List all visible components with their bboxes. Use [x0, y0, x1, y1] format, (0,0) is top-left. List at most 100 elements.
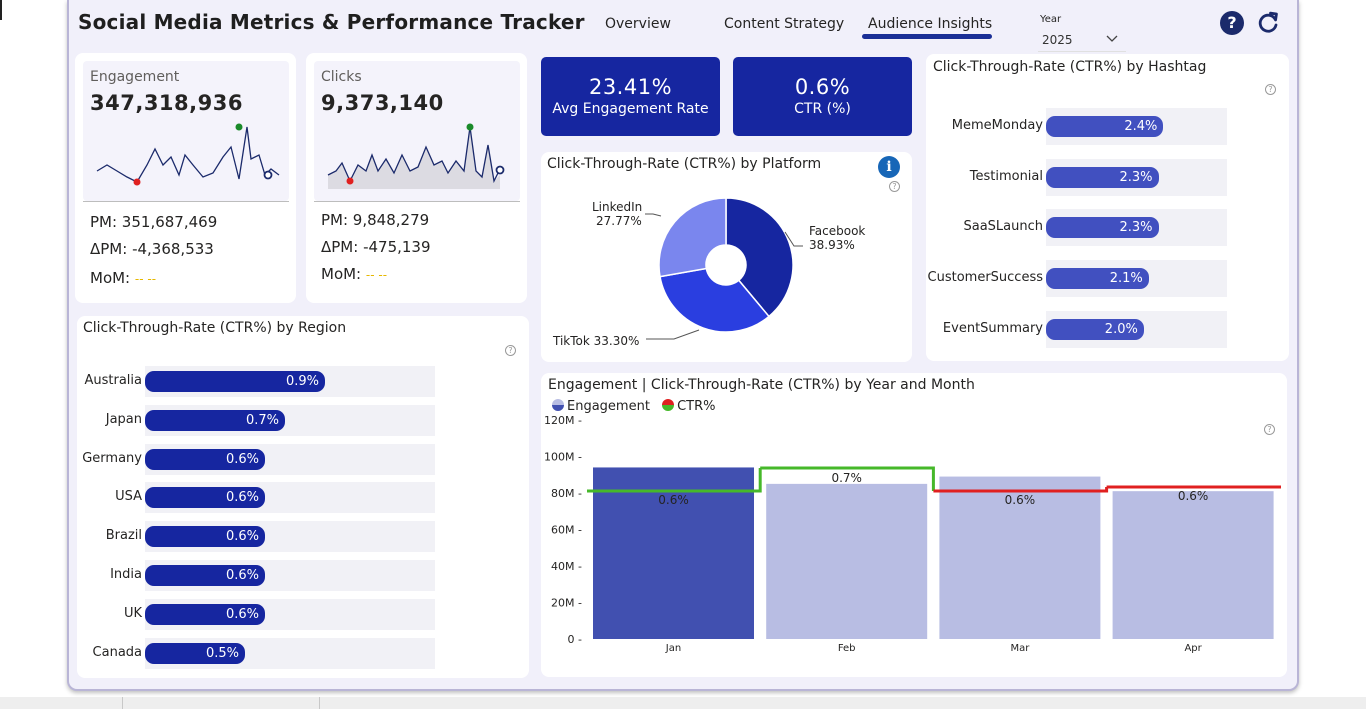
engagement-divider	[83, 201, 289, 202]
y-tick-label: 120M -	[544, 414, 582, 427]
engagement-delta-pm: ΔPM: -4,368,533	[90, 240, 214, 258]
clicks-mom-value: -- --	[365, 268, 388, 282]
tab-content-strategy[interactable]: Content Strategy	[724, 16, 845, 32]
year-filter-label: Year	[1040, 14, 1062, 25]
bottom-page-bar	[0, 697, 1366, 709]
pie-slice-tiktok[interactable]	[659, 267, 770, 333]
ctr-card: 0.6% CTR (%)	[733, 57, 912, 136]
hashtag-help-icon[interactable]: ?	[1265, 84, 1276, 95]
hashtag-label: SaaSLaunch	[963, 219, 1043, 235]
hashtag-label: MemeMonday	[951, 118, 1043, 133]
region-bar[interactable]: 0.6%	[145, 487, 265, 509]
engagement-legend-icon	[552, 399, 564, 411]
x-tick-label: Jan	[665, 643, 681, 654]
hashtag-label: CustomerSuccess	[927, 270, 1043, 286]
region-bar[interactable]: 0.6%	[145, 526, 265, 548]
region-bar[interactable]: 0.7%	[145, 409, 285, 431]
hashtag-chart-card	[926, 54, 1289, 361]
region-label: Australia	[84, 373, 142, 388]
hashtag-bar[interactable]: 2.1%	[1046, 268, 1149, 290]
year-filter-select[interactable]: 2025	[1038, 30, 1126, 52]
hashtag-bar[interactable]: 2.3%	[1046, 166, 1159, 188]
clicks-pm: PM: 9,848,279	[321, 211, 430, 229]
hashtag-bar[interactable]: 2.4%	[1046, 116, 1164, 137]
engagement-bar[interactable]	[593, 467, 754, 639]
facebook-label: Facebook	[809, 224, 865, 238]
tiktok-leader-line	[646, 329, 700, 340]
active-tab-indicator	[862, 34, 992, 39]
linkedin-label: LinkedIn	[592, 200, 642, 214]
clicks-value: 9,373,140	[321, 91, 444, 115]
engagement-kpi-background	[83, 61, 289, 201]
combo-help-icon[interactable]: ?	[1264, 424, 1275, 435]
ctr-label: CTR (%)	[794, 101, 851, 117]
region-label: Brazil	[105, 528, 142, 544]
region-bar[interactable]: 0.5%	[145, 642, 245, 664]
region-chart-title: Click-Through-Rate (CTR%) by Region	[83, 320, 347, 336]
engagement-bar[interactable]	[1112, 491, 1274, 639]
tiktok-label: TikTok 33.30%	[552, 334, 639, 348]
legend-engagement-label: Engagement	[567, 399, 650, 414]
question-circle-icon[interactable]: ?	[1220, 11, 1244, 35]
engagement-kpi-card: Engagement 347,318,936 PM: 351,687,469 Δ…	[75, 53, 296, 303]
combo-legend: Engagement CTR%	[552, 399, 715, 414]
engagement-bar[interactable]	[939, 476, 1101, 639]
page-title: Social Media Metrics & Performance Track…	[78, 10, 585, 34]
engagement-bar[interactable]	[766, 483, 928, 639]
clicks-mom-label: MoM:	[321, 265, 362, 283]
tab-audience-insights[interactable]: Audience Insights	[868, 16, 993, 32]
ctr-line-segment[interactable]	[587, 468, 762, 493]
x-tick-label: Apr	[1184, 643, 1202, 654]
region-bar[interactable]: 0.9%	[145, 371, 325, 392]
pie-slice-linkedin[interactable]	[658, 197, 727, 278]
platform-help-icon[interactable]: ?	[889, 181, 900, 192]
tab-overview[interactable]: Overview	[605, 16, 671, 32]
y-tick-label: 40M -	[551, 560, 582, 573]
y-tick-label: 100M -	[544, 451, 582, 464]
region-label: Japan	[105, 411, 142, 427]
linkedin-value-label: 27.77%	[596, 214, 642, 228]
ctr-data-label: 0.6%	[1005, 493, 1036, 507]
ctr-value: 0.6%	[794, 75, 851, 99]
y-tick-label: 0 -	[568, 633, 582, 646]
engagement-value: 347,318,936	[90, 91, 243, 115]
y-tick-label: 60M -	[551, 524, 582, 537]
ctr-legend-icon	[662, 399, 675, 411]
page-bar-separator	[319, 697, 320, 709]
engagement-mom: MoM: -- --	[90, 269, 156, 287]
avg-engagement-rate-label: Avg Engagement Rate	[552, 101, 709, 117]
y-tick-label: 80M -	[551, 487, 582, 500]
engagement-pm: PM: 351,687,469	[90, 213, 218, 231]
clicks-delta-pm: ΔPM: -475,139	[321, 238, 431, 256]
hashtag-bar[interactable]: 2.0%	[1046, 318, 1144, 340]
region-help-icon[interactable]: ?	[505, 345, 516, 356]
avg-engagement-rate-card: 23.41% Avg Engagement Rate	[541, 57, 720, 136]
page-bar-separator	[122, 697, 123, 709]
hashtag-label: Testimonial	[969, 168, 1043, 184]
clicks-kpi-card: Clicks 9,373,140 PM: 9,848,279 ΔPM: -475…	[306, 53, 527, 303]
ctr-data-label: 0.6%	[658, 493, 689, 507]
region-label: USA	[115, 489, 142, 505]
region-bar[interactable]: 0.6%	[145, 565, 265, 586]
region-label: Canada	[92, 644, 142, 660]
year-filter-value: 2025	[1042, 33, 1073, 47]
pie-slice-facebook[interactable]	[725, 197, 794, 318]
info-icon[interactable]: i	[878, 156, 900, 178]
region-bar[interactable]: 0.6%	[145, 603, 265, 625]
facebook-value-label: 38.93%	[809, 238, 855, 252]
combo-chart: 0 - 20M - 40M - 60M - 80M - 100M - 120M - Jan Fe…	[544, 414, 1281, 654]
hashtag-bar[interactable]: 2.3%	[1046, 217, 1159, 239]
linkedin-leader-line	[645, 213, 662, 217]
engagement-sparkline	[96, 123, 280, 186]
clicks-sparkline	[327, 123, 505, 189]
region-bar[interactable]: 0.6%	[145, 448, 265, 470]
platform-chart-title: Click-Through-Rate (CTR%) by Platform	[547, 156, 822, 172]
avg-engagement-rate-value: 23.41%	[588, 75, 673, 99]
ctr-line-segment[interactable]	[760, 466, 935, 491]
refresh-icon[interactable]	[1256, 11, 1280, 35]
region-label: UK	[123, 605, 142, 621]
legend-ctr-label: CTR%	[677, 399, 716, 414]
clicks-label: Clicks	[321, 69, 362, 85]
hashtag-label: EventSummary	[942, 320, 1043, 336]
ctr-data-label: 0.6%	[1178, 489, 1209, 503]
